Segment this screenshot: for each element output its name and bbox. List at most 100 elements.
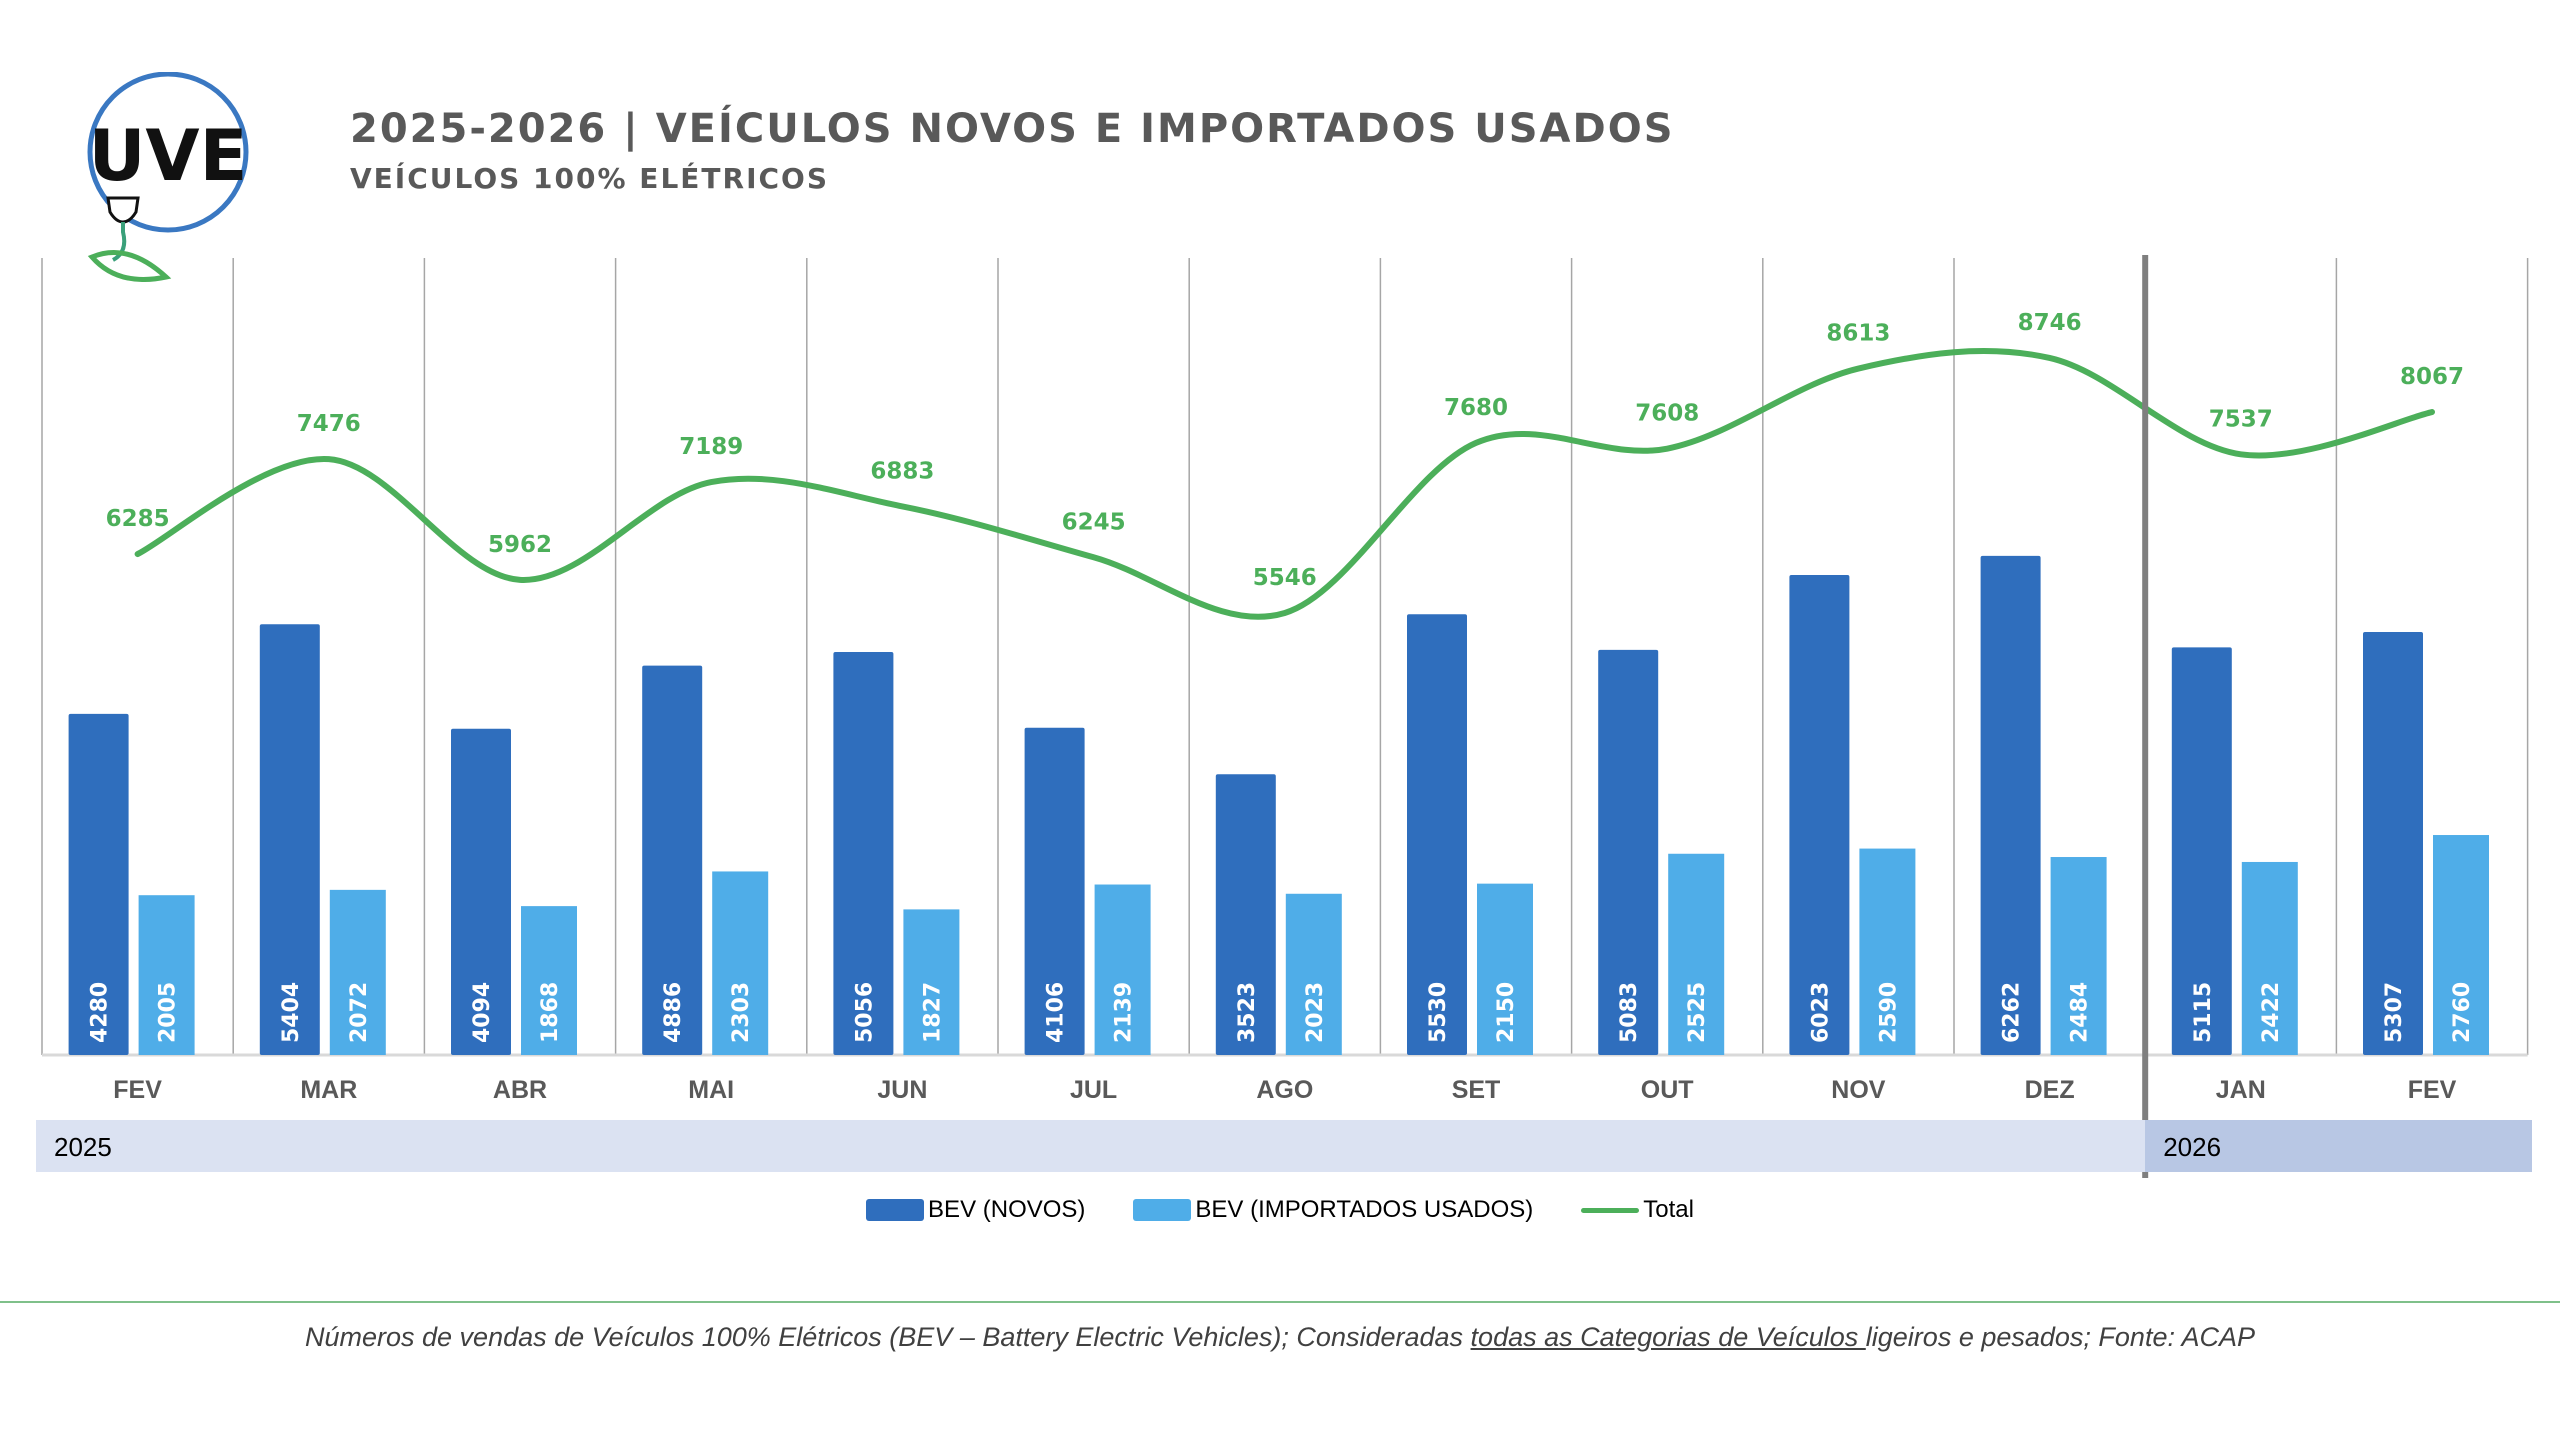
legend-item-novos: BEV (NOVOS) [866, 1196, 1085, 1224]
leaf-icon [87, 250, 172, 282]
x-tick-label: FEV [113, 1076, 162, 1104]
bar-novos [833, 652, 894, 1055]
legend-item-total: Total [1581, 1196, 1694, 1224]
bar-importados [712, 871, 769, 1055]
x-tick-label: NOV [1831, 1076, 1886, 1104]
chart-title: 2025-2026 | VEÍCULOS NOVOS E IMPORTADOS … [350, 106, 1675, 152]
line-label-total: 8613 [1826, 321, 1890, 347]
bar-novos [68, 713, 129, 1055]
x-tick-label: JUN [877, 1076, 927, 1104]
bar-label-importados: 2072 [347, 982, 372, 1043]
bar-label-novos: 5083 [1617, 982, 1642, 1043]
bar-label-importados: 2303 [729, 982, 754, 1043]
year-band-2025: 2025 [36, 1120, 2146, 1172]
bar-importados [138, 895, 195, 1055]
bar-importados [1477, 883, 1533, 1055]
line-label-total: 7680 [1444, 395, 1508, 421]
x-tick-label: OUT [1641, 1076, 1694, 1104]
bar-novos [259, 624, 320, 1055]
logo-text: UVE [89, 115, 248, 197]
footer-divider [0, 1301, 2560, 1303]
bar-importados [2050, 857, 2107, 1055]
bar-label-novos: 4886 [661, 982, 686, 1043]
bar-label-novos: 4094 [470, 982, 495, 1043]
line-label-total: 7537 [2209, 406, 2273, 432]
bar-label-importados: 1827 [920, 982, 945, 1043]
year-label-2025: 2025 [54, 1132, 112, 1162]
x-tick-label: FEV [2408, 1076, 2457, 1104]
line-total [134, 347, 2435, 620]
bar-label-novos: 5404 [279, 982, 304, 1043]
footer-note: Números de vendas de Veículos 100% Elétr… [0, 1322, 2560, 1353]
legend-label-importados: BEV (IMPORTADOS USADOS) [1195, 1196, 1534, 1223]
line-label-total: 8067 [2400, 364, 2464, 390]
x-tick-label: ABR [493, 1076, 547, 1104]
bar-importados [1668, 853, 1725, 1055]
uve-logo: UVE [87, 72, 249, 282]
bar-novos [2363, 632, 2423, 1055]
bar-label-importados: 2422 [2259, 982, 2284, 1043]
bar-importados [329, 889, 386, 1055]
bar-importados [1094, 884, 1151, 1055]
bar-label-novos: 6023 [1808, 982, 1833, 1043]
legend-swatch-importados [1133, 1199, 1192, 1221]
bar-novos [1789, 574, 1850, 1055]
bar-label-importados: 2150 [1494, 982, 1519, 1043]
line-label-total: 6883 [870, 458, 934, 484]
legend-swatch-total [1581, 1207, 1640, 1213]
bar-importados [903, 909, 960, 1055]
x-tick-label: JUL [1070, 1076, 1117, 1104]
legend-label-novos: BEV (NOVOS) [928, 1196, 1086, 1223]
bar-label-novos: 5307 [2382, 982, 2407, 1043]
bar-label-novos: 5056 [852, 982, 877, 1043]
line-label-total: 5962 [488, 532, 552, 558]
line-label-total: 6285 [106, 506, 170, 532]
bar-label-importados: 2484 [2068, 982, 2093, 1043]
bar-label-importados: 2525 [1685, 982, 1710, 1043]
bar-label-importados: 2590 [1876, 982, 1901, 1043]
bar-novos [451, 728, 511, 1055]
bar-novos [642, 665, 703, 1055]
bar-importados [1859, 848, 1916, 1055]
bar-label-novos: 4280 [88, 982, 113, 1043]
chart-subtitle: VEÍCULOS 100% ELÉTRICOS [350, 162, 830, 195]
line-label-total: 6245 [1062, 509, 1126, 535]
legend-swatch-novos [866, 1199, 925, 1221]
logo-ring-icon [87, 72, 249, 233]
bar-label-novos: 6262 [2000, 982, 2025, 1043]
legend-item-importados: BEV (IMPORTADOS USADOS) [1133, 1196, 1533, 1224]
bar-line-chart: 4280 2005 FEV 5404 2072 MAR 4094 1868 ABR 4886 230… [41, 255, 2529, 1178]
line-label-total: 5546 [1253, 565, 1317, 591]
legend-label-total: Total [1643, 1196, 1694, 1223]
bar-label-importados: 1868 [538, 982, 563, 1043]
bar-label-novos: 4106 [1044, 982, 1069, 1043]
line-label-total: 7608 [1635, 401, 1699, 427]
bar-importados [521, 906, 577, 1055]
bar-label-importados: 2760 [2450, 982, 2475, 1043]
bar-importados [1285, 893, 1342, 1055]
x-tick-label: AGO [1256, 1076, 1313, 1104]
bar-label-importados: 2023 [1303, 982, 1328, 1043]
line-label-total: 8746 [2018, 310, 2082, 336]
year-band-2026: 2026 [2145, 1120, 2532, 1172]
bar-novos [1024, 727, 1085, 1055]
bar-label-novos: 5530 [1426, 982, 1451, 1043]
bar-novos [1598, 649, 1659, 1055]
x-tick-label: DEZ [2025, 1076, 2075, 1104]
x-tick-label: MAR [300, 1076, 357, 1104]
bar-label-importados: 2139 [1112, 982, 1137, 1043]
bar-novos [1407, 614, 1467, 1055]
x-tick-label: MAI [688, 1076, 734, 1104]
bar-importados [2433, 835, 2489, 1055]
bar-importados [2241, 861, 2298, 1055]
x-tick-label: SET [1452, 1076, 1501, 1104]
footer-text-1: Números de vendas de Veículos 100% Elétr… [304, 1322, 1471, 1352]
bar-label-novos: 5115 [2191, 982, 2216, 1043]
bar-novos [1215, 774, 1276, 1055]
footer-text-2: ligeiros e pesados; Fonte: ACAP [1865, 1322, 2255, 1352]
bar-label-novos: 3523 [1235, 982, 1260, 1043]
bar-novos [2171, 647, 2232, 1055]
line-label-total: 7189 [679, 434, 743, 460]
line-label-total: 7476 [297, 411, 361, 437]
bar-novos [1980, 555, 2041, 1055]
